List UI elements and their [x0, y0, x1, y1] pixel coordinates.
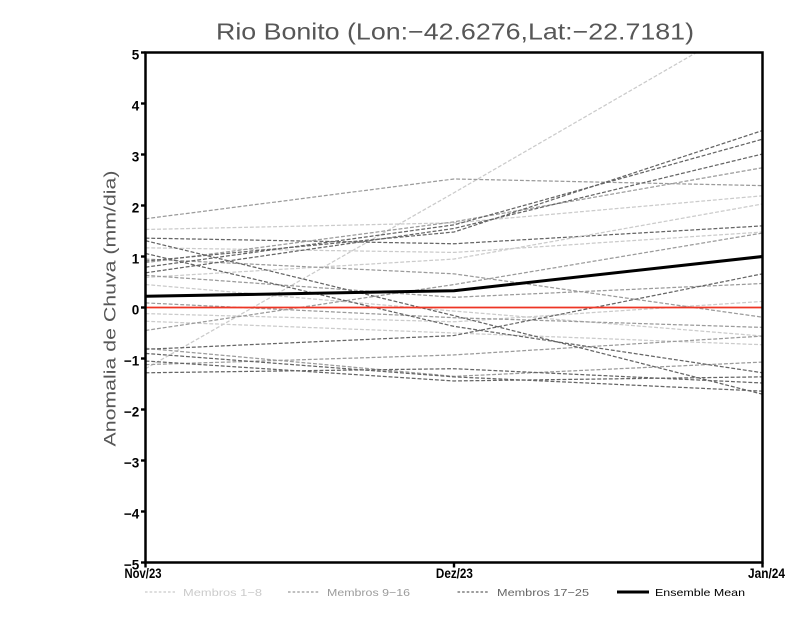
svg-text:3: 3 [132, 149, 140, 164]
svg-text:Nov/23: Nov/23 [125, 566, 162, 581]
svg-text:−1: −1 [124, 353, 140, 368]
svg-text:Dez/23: Dez/23 [436, 566, 473, 581]
svg-text:Anomalia de Chuva (mm/dia): Anomalia de Chuva (mm/dia) [101, 171, 120, 447]
svg-text:−3: −3 [124, 455, 140, 470]
svg-text:Membros 1−8: Membros 1−8 [183, 587, 262, 599]
svg-text:Rio Bonito (Lon:−42.6276,Lat:−: Rio Bonito (Lon:−42.6276,Lat:−22.7181) [216, 19, 694, 45]
svg-text:Membros 9−16: Membros 9−16 [327, 587, 410, 599]
svg-text:5: 5 [132, 47, 140, 62]
svg-text:0: 0 [132, 302, 140, 317]
svg-text:Jan/24: Jan/24 [748, 566, 785, 581]
svg-text:−4: −4 [124, 506, 140, 521]
svg-text:Membros 17−25: Membros 17−25 [497, 587, 589, 599]
svg-text:2: 2 [132, 200, 140, 215]
svg-text:1: 1 [132, 251, 140, 266]
svg-text:Ensemble Mean: Ensemble Mean [655, 587, 745, 599]
svg-text:4: 4 [132, 98, 140, 113]
svg-text:−5: −5 [124, 557, 140, 572]
svg-text:−2: −2 [124, 404, 139, 419]
